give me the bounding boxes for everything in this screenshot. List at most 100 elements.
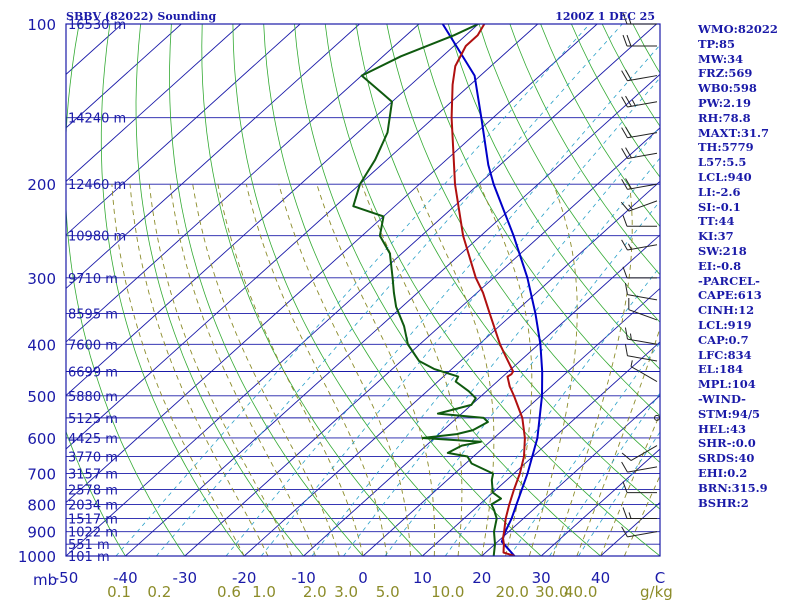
isotherm-line: [66, 24, 479, 397]
wind-barb-staff: [627, 338, 658, 345]
index-item: -WIND-: [698, 391, 746, 406]
pressure-tick-label: 300: [27, 270, 56, 288]
wind-barb-flag: [621, 148, 628, 159]
height-label: 1517 m: [68, 512, 118, 527]
isotherm-line: [481, 394, 660, 556]
wind-barb-flag: [621, 96, 628, 108]
profile-traces: [352, 24, 544, 556]
isotherm-line: [66, 24, 360, 290]
moist-adiabat-line: [278, 183, 411, 556]
temperature-tick-label: C: [655, 569, 665, 587]
wind-barb-flag: [624, 327, 628, 340]
pressure-unit-label: mb: [33, 571, 57, 589]
wind-barb-flag: [624, 344, 628, 356]
index-item: SI:-0.1: [698, 199, 741, 214]
index-item: MAXT:31.7: [698, 125, 769, 140]
wind-barb-flag: [626, 34, 632, 47]
dry-adiabat-line: [478, 24, 660, 323]
height-label: 5880 m: [68, 390, 118, 405]
pressure-tick-label: 800: [27, 496, 56, 514]
wind-barb-halfflag: [627, 243, 632, 250]
dry-adiabat-line: [263, 24, 542, 556]
isotherm-line: [66, 24, 598, 504]
index-item: CINH:12: [698, 303, 755, 318]
temperature-labels: -50 -40 -30 -20 -10 0 10 20 30 40 C: [54, 569, 665, 587]
wind-barb-flag: [622, 266, 628, 278]
index-item: LI:-2.6: [698, 184, 741, 199]
wind-barb-staff: [628, 309, 658, 321]
plot-frame: [65, 23, 661, 557]
dry-adiabat-line: [232, 24, 483, 556]
wind-barb-flag: [622, 12, 628, 25]
index-item: EL:184: [698, 362, 744, 377]
index-item: SHR-:0.0: [698, 436, 756, 451]
isotherm-line: [125, 73, 660, 556]
index-item: TT:44: [698, 214, 735, 229]
height-label: 14240 m: [68, 112, 126, 127]
mixing-ratio-unit-label: g/kg: [640, 583, 673, 600]
index-item: TH:5779: [698, 140, 754, 155]
height-label: 3770 m: [68, 450, 118, 465]
mixing-ratio-line: [260, 77, 660, 556]
moist-adiabat-line: [148, 184, 293, 556]
mixing-ratio-labels: 0.1 0.2 0.6 1.0 2.0 3.0 5.0 10.0 20.0 30.040.0: [107, 583, 597, 600]
index-item: SW:218: [698, 243, 747, 258]
mixing-ratio-tick-label: 1.0: [252, 583, 276, 600]
mixing-ratio-tick-label: 2.0: [303, 583, 327, 600]
temperature-tick-label: -10: [291, 569, 316, 587]
height-label: 4425 m: [68, 432, 118, 447]
mixing-ratio-lines: [115, 24, 660, 556]
moist-adiabat-line: [552, 184, 633, 556]
dry-adiabat-line: [169, 24, 364, 556]
wind-barb-flag: [622, 34, 628, 47]
isotherms: [66, 24, 660, 556]
dry-adiabat-line: [787, 24, 800, 556]
wind-barb-halfflag: [629, 333, 632, 340]
moist-adiabat-line: [111, 184, 245, 556]
wind-barb-flag: [621, 178, 628, 190]
height-label: 3157 m: [68, 468, 118, 483]
dry-adiabat-line: [201, 24, 423, 556]
dry-adiabat-line: [417, 24, 660, 417]
temperature-tick-label: 10: [413, 569, 432, 587]
isotherm-line: [66, 24, 182, 129]
wind-barb-halfflag: [628, 512, 632, 519]
mixing-ratio-line: [115, 24, 590, 556]
temperature-tick-label: 20: [472, 569, 491, 587]
index-item: MPL:104: [698, 377, 756, 392]
index-item: CAPE:613: [698, 288, 762, 303]
isotherm-line: [66, 24, 301, 236]
moist-adiabat-line: [129, 184, 269, 556]
dry-adiabat-line: [447, 24, 660, 370]
wind-barb-staff: [630, 366, 658, 382]
dry-adiabat-line: [386, 24, 660, 464]
mixing-ratio-tick-label: 3.0: [334, 583, 358, 600]
wind-barb-flag: [625, 147, 632, 159]
dry-adiabat-line: [135, 24, 304, 556]
observation-time: 1200Z 1 DEC 25: [555, 10, 655, 23]
wind-barb-staff: [628, 200, 658, 212]
isotherm-line: [362, 287, 660, 556]
mixing-ratio-line: [509, 341, 660, 556]
plot-area: [66, 24, 800, 556]
isobars: [66, 23, 660, 557]
height-label: 1022 m: [68, 526, 118, 541]
moist-adiabat-line: [414, 183, 495, 556]
mixing-ratio-tick-label: 0.2: [147, 583, 171, 600]
moist-adiabat-line: [623, 474, 660, 556]
wind-barb-flag: [621, 526, 628, 538]
index-item: WB0:598: [698, 81, 757, 96]
height-label: 10980 m: [68, 230, 126, 245]
pressure-tick-label: 100: [27, 16, 56, 34]
temperature-tick-label: -50: [54, 569, 79, 587]
height-label: 16530 m: [68, 18, 126, 33]
wind-barb-halfflag: [628, 17, 632, 25]
wind-barb-staff: [627, 152, 658, 159]
dry-adiabat-line: [355, 24, 660, 510]
wind-barb-flag: [625, 69, 632, 81]
index-item: KI:37: [698, 229, 734, 244]
index-item: FRZ:569: [698, 66, 753, 81]
moist-adiabat-line: [245, 184, 388, 556]
isotherm-line: [66, 24, 657, 556]
